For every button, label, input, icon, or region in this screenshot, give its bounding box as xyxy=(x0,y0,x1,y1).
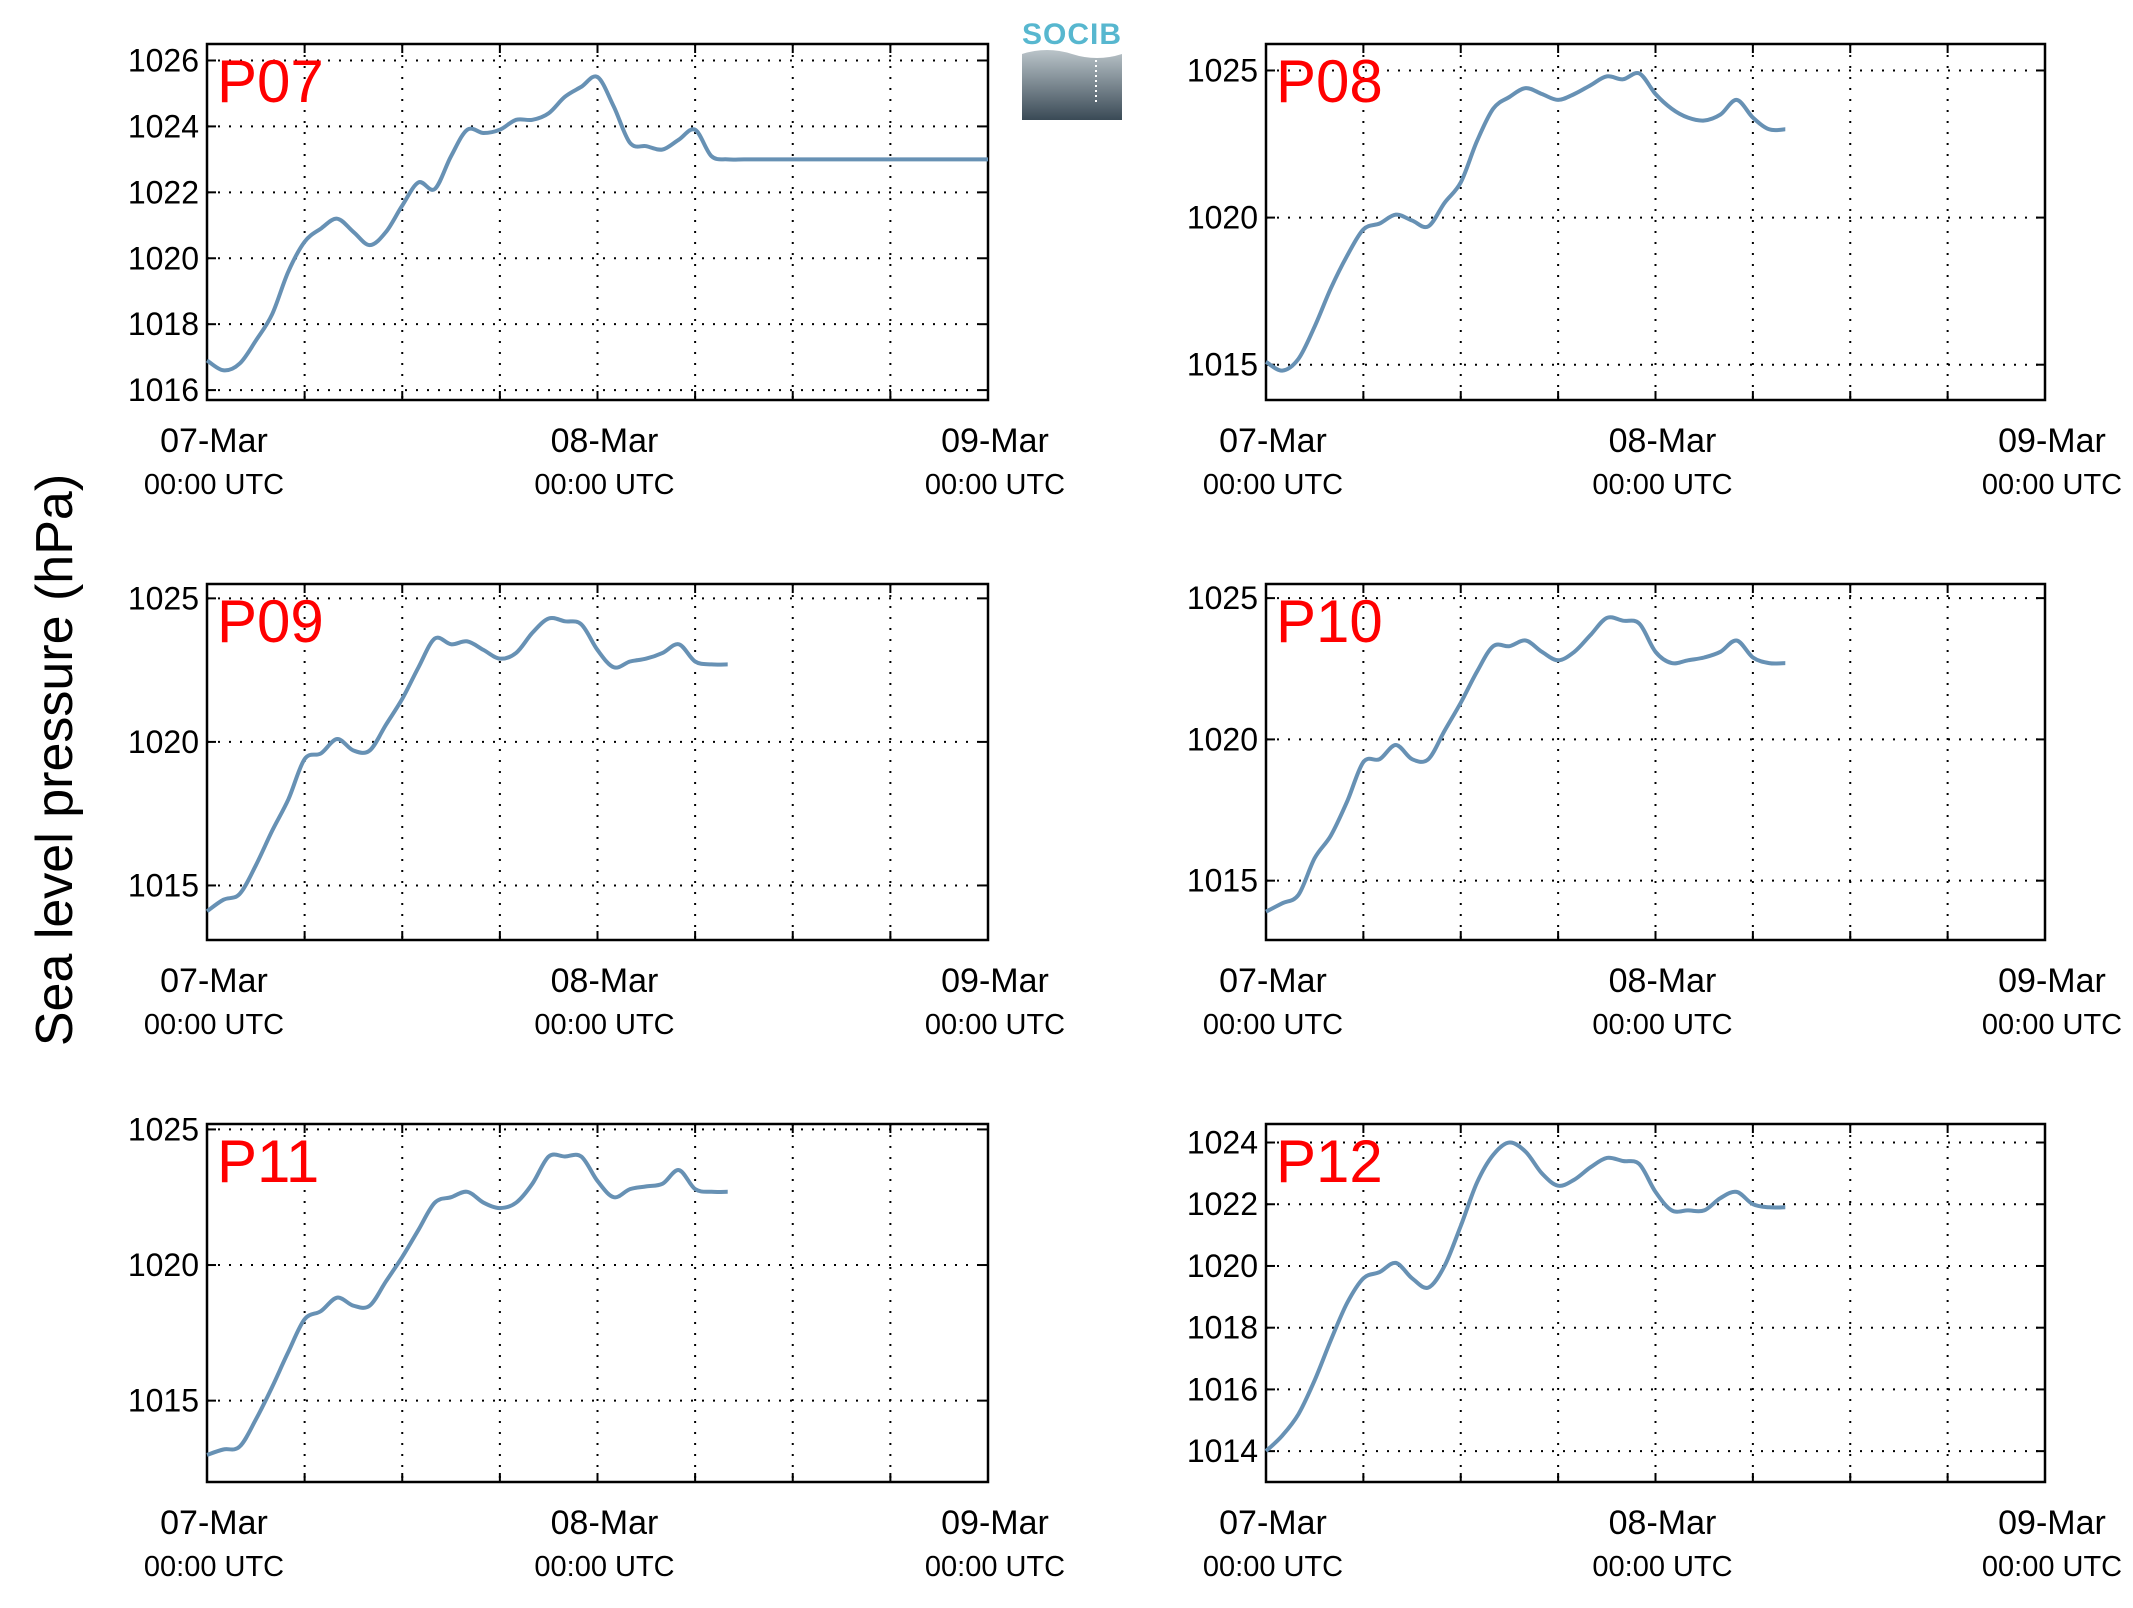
y-axis-label: Sea level pressure (hPa) xyxy=(26,474,84,1046)
x-tick-date-label: 09-Mar xyxy=(1998,962,2106,1000)
pressure-series-line xyxy=(1264,70,1786,373)
x-tick-time-label: 00:00 UTC xyxy=(534,1551,674,1583)
y-tick-label: 1020 xyxy=(1187,721,1258,757)
socib-logo: SOCIB xyxy=(1022,18,1122,120)
x-tick-time-label: 00:00 UTC xyxy=(925,1009,1065,1041)
panel-title: P11 xyxy=(217,1128,319,1195)
x-tick-date-label: 08-Mar xyxy=(1609,1504,1717,1542)
x-tick-date-label: 08-Mar xyxy=(551,962,659,1000)
x-tick-date-label: 09-Mar xyxy=(1998,422,2106,460)
y-tick-label: 1020 xyxy=(128,240,199,276)
y-tick-label: 1018 xyxy=(128,306,199,342)
x-tick-date-label: 09-Mar xyxy=(941,1504,1049,1542)
x-tick-time-label: 00:00 UTC xyxy=(1592,469,1732,501)
y-tick-label: 1025 xyxy=(1187,52,1258,88)
y-tick-label: 1014 xyxy=(1187,1433,1258,1469)
x-tick-time-label: 00:00 UTC xyxy=(534,469,674,501)
x-tick-date-label: 08-Mar xyxy=(1609,962,1717,1000)
x-tick-date-label: 09-Mar xyxy=(1998,1504,2106,1542)
pressure-series-line xyxy=(1264,1140,1786,1453)
panel-title: P12 xyxy=(1276,1128,1383,1195)
y-tick-label: 1020 xyxy=(128,724,199,760)
x-tick-time-label: 00:00 UTC xyxy=(1203,1551,1343,1583)
x-tick-date-label: 07-Mar xyxy=(160,422,268,460)
x-tick-date-label: 08-Mar xyxy=(551,422,659,460)
y-tick-label: 1018 xyxy=(1187,1310,1258,1346)
logo-wave xyxy=(1022,50,1122,120)
x-tick-date-label: 09-Mar xyxy=(941,422,1049,460)
x-tick-date-label: 07-Mar xyxy=(160,1504,268,1542)
y-tick-label: 1025 xyxy=(128,580,199,616)
x-tick-date-label: 07-Mar xyxy=(1219,962,1327,1000)
pressure-series-line xyxy=(205,615,728,913)
y-tick-label: 1015 xyxy=(128,1383,199,1419)
y-tick-label: 1025 xyxy=(128,1111,199,1147)
y-tick-label: 1015 xyxy=(128,867,199,903)
logo-text: SOCIB xyxy=(1022,18,1122,51)
panel-title: P09 xyxy=(217,588,324,655)
y-tick-label: 1024 xyxy=(1187,1125,1258,1161)
pressure-series-line xyxy=(206,1152,728,1457)
panel-title: P07 xyxy=(217,48,324,115)
x-tick-date-label: 09-Mar xyxy=(941,962,1049,1000)
panels-group: 1016 1018 1020 1022 1024 1026 07-Mar 00:00 UTC 0… xyxy=(128,42,2122,1583)
x-tick-date-label: 08-Mar xyxy=(551,1504,659,1542)
x-tick-date-label: 07-Mar xyxy=(160,962,268,1000)
y-tick-label: 1022 xyxy=(1187,1186,1258,1222)
pressure-series-line xyxy=(205,74,989,373)
y-tick-label: 1020 xyxy=(1187,1248,1258,1284)
x-tick-time-label: 00:00 UTC xyxy=(144,1009,284,1041)
y-tick-label: 1015 xyxy=(1187,863,1258,899)
y-tick-label: 1016 xyxy=(128,372,199,408)
x-tick-time-label: 00:00 UTC xyxy=(1982,1551,2122,1583)
x-tick-time-label: 00:00 UTC xyxy=(1203,469,1343,501)
panel-P10: 1015 1020 1025 07-Mar 00:00 UTC 08-Mar 00:00 U… xyxy=(1187,580,2122,1041)
y-tick-label: 1020 xyxy=(1187,200,1258,236)
panel-P08: 1015 1020 1025 07-Mar 00:00 UTC 08-Mar 00:00 U… xyxy=(1187,42,2122,501)
panel-P09: 1015 1020 1025 07-Mar 00:00 UTC 08-Mar 00:00 U… xyxy=(128,580,1065,1041)
y-tick-label: 1016 xyxy=(1187,1371,1258,1407)
x-tick-time-label: 00:00 UTC xyxy=(144,1551,284,1583)
x-tick-time-label: 00:00 UTC xyxy=(1592,1551,1732,1583)
x-tick-time-label: 00:00 UTC xyxy=(1982,1009,2122,1041)
y-tick-label: 1015 xyxy=(1187,347,1258,383)
x-tick-date-label: 07-Mar xyxy=(1219,422,1327,460)
panel-P11: 1015 1020 1025 07-Mar 00:00 UTC 08-Mar 00:00 U… xyxy=(128,1111,1065,1583)
x-tick-time-label: 00:00 UTC xyxy=(925,1551,1065,1583)
panel-title: P10 xyxy=(1276,588,1383,655)
y-tick-label: 1024 xyxy=(128,108,199,144)
axes-frame xyxy=(1264,1122,2047,1484)
x-tick-time-label: 00:00 UTC xyxy=(925,469,1065,501)
y-tick-label: 1026 xyxy=(128,42,199,78)
panel-P07: 1016 1018 1020 1022 1024 1026 07-Mar 00:00 UTC 0… xyxy=(128,42,1065,501)
x-tick-time-label: 00:00 UTC xyxy=(1982,469,2122,501)
panel-P12: 1014 1016 1018 1020 1022 1024 07-Mar 00:00 UTC 0… xyxy=(1187,1122,2122,1583)
y-tick-label: 1020 xyxy=(128,1247,199,1283)
y-tick-label: 1025 xyxy=(1187,580,1258,616)
x-tick-date-label: 08-Mar xyxy=(1609,422,1717,460)
x-tick-time-label: 00:00 UTC xyxy=(1592,1009,1732,1041)
pressure-series-line xyxy=(1265,615,1786,914)
x-tick-time-label: 00:00 UTC xyxy=(1203,1009,1343,1041)
x-tick-time-label: 00:00 UTC xyxy=(144,469,284,501)
x-tick-time-label: 00:00 UTC xyxy=(534,1009,674,1041)
panel-title: P08 xyxy=(1276,48,1383,115)
x-tick-date-label: 07-Mar xyxy=(1219,1504,1327,1542)
y-tick-label: 1022 xyxy=(128,174,199,210)
